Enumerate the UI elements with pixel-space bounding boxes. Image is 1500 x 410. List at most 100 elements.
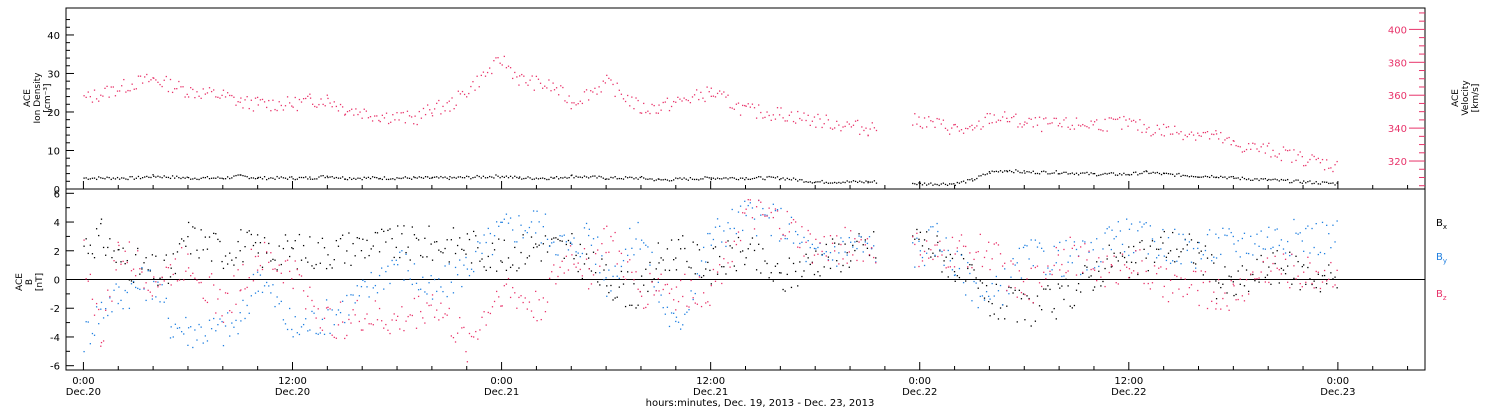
velocity-point [1049, 122, 1051, 125]
density-point [263, 176, 266, 178]
By-point [147, 270, 149, 272]
By-point [185, 316, 187, 319]
Bz-point [684, 273, 686, 276]
velocity-point [1268, 142, 1270, 144]
Bz-point [873, 256, 875, 259]
density-point [742, 177, 744, 179]
Bx-point [599, 284, 601, 286]
velocity-point [1256, 148, 1258, 150]
By-point [965, 294, 967, 296]
By-point [1080, 273, 1082, 276]
By-point [544, 213, 547, 215]
velocity-point [784, 120, 786, 122]
velocity-point [472, 81, 474, 83]
velocity-point [1150, 135, 1152, 137]
By-point [291, 328, 293, 331]
Bz-point [1132, 270, 1135, 272]
velocity-point [770, 119, 772, 121]
density-point [459, 176, 462, 178]
Bz-point [544, 310, 547, 313]
By-point [784, 237, 786, 240]
velocity-point [912, 124, 914, 126]
velocity-point [463, 93, 466, 96]
Bx-point [493, 249, 496, 251]
density-point [1206, 176, 1209, 178]
Bx-point [240, 229, 242, 231]
Bx-point [612, 299, 614, 301]
By-point [587, 234, 590, 237]
velocity-point [1323, 169, 1326, 171]
By-point [649, 264, 651, 266]
Bz-point [498, 296, 500, 298]
Bz-point [196, 279, 198, 281]
density-point [1006, 171, 1009, 173]
velocity-point [1280, 159, 1283, 162]
density-point [155, 176, 157, 178]
velocity-point [431, 115, 434, 117]
By-point [532, 210, 535, 212]
By-point [766, 214, 768, 217]
Bx-point [272, 258, 274, 261]
Bz-point [194, 277, 196, 279]
velocity-point [523, 75, 525, 77]
density-point [1096, 175, 1098, 177]
Bz-point [512, 286, 514, 289]
By-point [936, 222, 938, 225]
By-point [1182, 233, 1184, 236]
Bz-point [535, 290, 537, 293]
Bz-point [664, 284, 666, 286]
Bx-point [526, 257, 528, 259]
velocity-point [598, 86, 600, 88]
Bx-point [997, 318, 1000, 320]
velocity-point [1071, 124, 1073, 127]
Bz-point [1115, 282, 1117, 284]
density-point [123, 177, 125, 179]
density-point [505, 175, 508, 177]
By-point [639, 248, 641, 250]
velocity-point [1132, 119, 1135, 122]
Bx-point [1110, 266, 1112, 268]
Bz-point [1174, 274, 1176, 276]
Bz-point [187, 267, 190, 269]
Bx-point [415, 237, 418, 239]
velocity-point [807, 114, 809, 116]
Bz-point [1313, 287, 1315, 289]
density-point [472, 177, 474, 179]
Bz-point [960, 234, 963, 236]
density-point [875, 182, 878, 184]
By-point [530, 221, 533, 223]
density-tick-label: 10 [47, 146, 60, 157]
density-point [809, 181, 811, 183]
velocity-point [289, 102, 291, 104]
Bz-point [176, 280, 179, 282]
Bz-point [668, 292, 671, 295]
density-point [643, 177, 645, 179]
Bx-point [1245, 269, 1248, 271]
Bz-point [252, 280, 255, 282]
velocity-point [400, 112, 402, 114]
density-point [729, 177, 731, 179]
By-point [385, 270, 387, 273]
density-point [1130, 173, 1133, 176]
density-point [379, 177, 381, 180]
Bz-point [1036, 265, 1039, 267]
density-point [337, 177, 340, 179]
velocity-point [838, 124, 840, 126]
Bx-point [858, 233, 860, 235]
Bz-point [916, 232, 918, 234]
x-tick-day: Dec.20 [275, 387, 310, 398]
density-point [687, 179, 689, 181]
velocity-point [104, 87, 106, 89]
velocity-point [1309, 158, 1311, 161]
Bz-point [172, 273, 174, 276]
Bx-point [221, 260, 223, 263]
density-point [427, 176, 429, 178]
velocity-point [442, 105, 444, 108]
Bx-point [124, 263, 126, 265]
Bx-point [846, 252, 848, 254]
velocity-tick-label: 400 [1388, 25, 1407, 36]
density-point [553, 177, 556, 179]
By-point [831, 259, 834, 261]
velocity-point [655, 112, 657, 114]
By-point [491, 253, 494, 256]
